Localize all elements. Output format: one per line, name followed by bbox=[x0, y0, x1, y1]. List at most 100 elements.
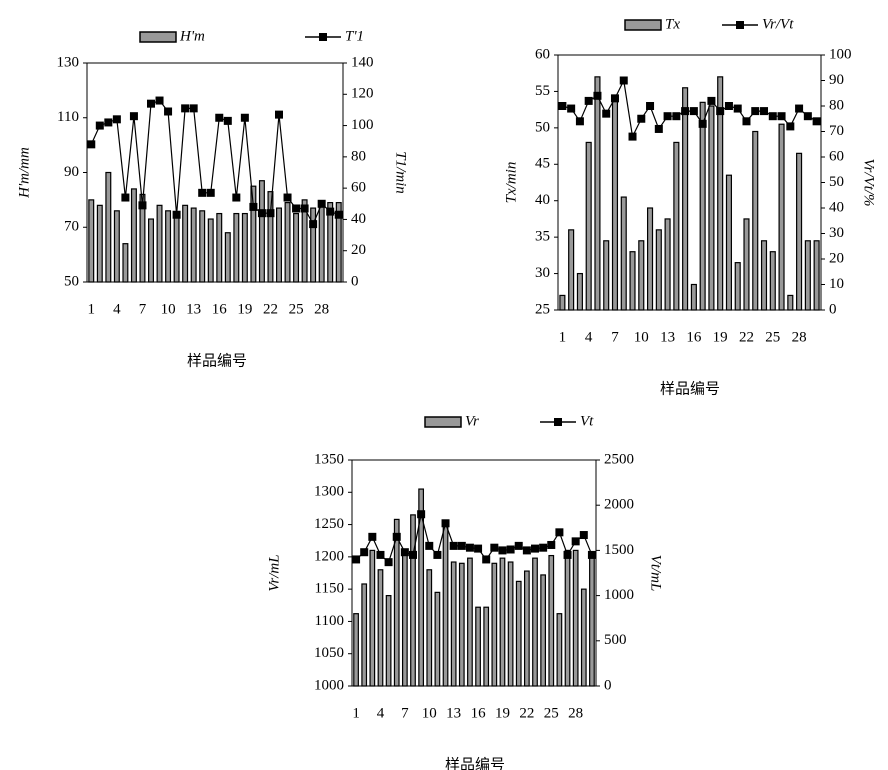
bar bbox=[564, 549, 571, 687]
y-tick-label: 30 bbox=[535, 265, 550, 281]
bar bbox=[88, 199, 95, 283]
line-marker bbox=[619, 76, 628, 85]
x-tick-label: 13 bbox=[186, 301, 201, 317]
legend-swatch bbox=[624, 19, 662, 31]
line-marker bbox=[733, 104, 742, 113]
line-marker bbox=[646, 102, 655, 110]
x-tick-label: 10 bbox=[422, 705, 437, 721]
x-tick-label: 19 bbox=[713, 329, 728, 345]
y2-tick-label: 60 bbox=[351, 180, 366, 196]
bar bbox=[122, 243, 129, 283]
x-tick-label: 4 bbox=[113, 301, 121, 317]
y-tick-label: 130 bbox=[57, 54, 80, 70]
y2-tick-label: 500 bbox=[604, 632, 627, 648]
bar bbox=[611, 98, 619, 311]
bar bbox=[353, 613, 359, 687]
legend-label: Vt bbox=[580, 413, 594, 429]
line-marker bbox=[593, 91, 602, 100]
bar bbox=[258, 180, 265, 283]
line-marker bbox=[172, 210, 181, 219]
line-marker bbox=[257, 209, 266, 218]
y-tick-label: 25 bbox=[535, 301, 550, 317]
line-marker bbox=[292, 204, 301, 213]
y2-tick-label: 80 bbox=[351, 148, 366, 164]
bar bbox=[655, 229, 662, 311]
bar bbox=[233, 212, 240, 283]
y2-tick-label: 50 bbox=[829, 174, 844, 190]
legend-swatch bbox=[424, 416, 462, 428]
line-marker bbox=[610, 94, 619, 103]
bar bbox=[491, 562, 498, 687]
bar bbox=[673, 141, 680, 311]
legend-label: Tx bbox=[665, 16, 680, 32]
bar bbox=[216, 212, 223, 283]
bar bbox=[130, 188, 137, 283]
bar bbox=[580, 588, 587, 687]
legend-swatch bbox=[139, 31, 177, 43]
bar bbox=[603, 240, 610, 311]
line-marker bbox=[482, 555, 491, 564]
bar bbox=[377, 569, 384, 687]
line-marker bbox=[563, 550, 572, 559]
bar bbox=[708, 105, 715, 311]
y-axis-label: H'm/mm bbox=[16, 147, 32, 199]
line-marker bbox=[138, 201, 147, 210]
bar bbox=[113, 210, 120, 283]
line-marker bbox=[155, 96, 164, 105]
x-tick-label: 16 bbox=[686, 329, 702, 345]
line-marker bbox=[716, 107, 725, 116]
line-marker bbox=[786, 122, 795, 131]
bar bbox=[769, 251, 776, 311]
legend-label: Vr/Vt bbox=[762, 16, 794, 32]
x-tick-label: 10 bbox=[161, 301, 176, 317]
x-tick-label: 7 bbox=[139, 301, 147, 317]
line-marker bbox=[223, 116, 232, 125]
x-tick-label: 25 bbox=[765, 329, 780, 345]
x-tick-label: 16 bbox=[212, 301, 228, 317]
bar bbox=[401, 553, 408, 687]
line-marker bbox=[147, 99, 155, 108]
line-marker bbox=[795, 104, 804, 113]
x-tick-label: 7 bbox=[401, 705, 409, 721]
line-marker bbox=[514, 541, 523, 550]
line-marker bbox=[368, 532, 377, 541]
line-marker bbox=[490, 543, 499, 552]
y-tick-label: 55 bbox=[535, 83, 550, 99]
bar bbox=[585, 141, 592, 311]
line bbox=[355, 514, 593, 564]
y2-tick-label: 40 bbox=[829, 199, 844, 215]
x-tick-label: 25 bbox=[544, 705, 559, 721]
bar bbox=[532, 557, 538, 687]
bar bbox=[224, 232, 231, 283]
bar bbox=[483, 606, 490, 687]
bar bbox=[572, 549, 579, 687]
line-marker bbox=[309, 220, 318, 229]
bar bbox=[418, 488, 425, 687]
x-tick-label: 1 bbox=[88, 301, 96, 317]
line-marker bbox=[498, 546, 507, 555]
line-marker bbox=[121, 193, 130, 202]
line-marker bbox=[275, 110, 283, 119]
bar bbox=[293, 212, 300, 283]
line-marker bbox=[751, 107, 760, 116]
y2-tick-label: 10 bbox=[829, 276, 844, 292]
y2-tick-label: 70 bbox=[829, 123, 844, 139]
line-marker bbox=[547, 540, 556, 549]
line-marker bbox=[392, 532, 401, 541]
bar bbox=[173, 212, 180, 283]
x-tick-label: 22 bbox=[519, 705, 534, 721]
y2-tick-label: 100 bbox=[351, 117, 374, 133]
bar bbox=[804, 240, 811, 311]
bar bbox=[241, 212, 248, 283]
x-tick-label: 19 bbox=[495, 705, 510, 721]
bar bbox=[450, 561, 457, 687]
line-marker bbox=[681, 107, 690, 116]
line-marker bbox=[425, 541, 434, 550]
bar bbox=[752, 130, 759, 311]
x-tick-label: 4 bbox=[377, 705, 385, 721]
bar bbox=[190, 207, 197, 283]
x-tick-label: 28 bbox=[314, 301, 329, 317]
bar bbox=[105, 171, 112, 283]
y-tick-label: 35 bbox=[535, 229, 550, 245]
